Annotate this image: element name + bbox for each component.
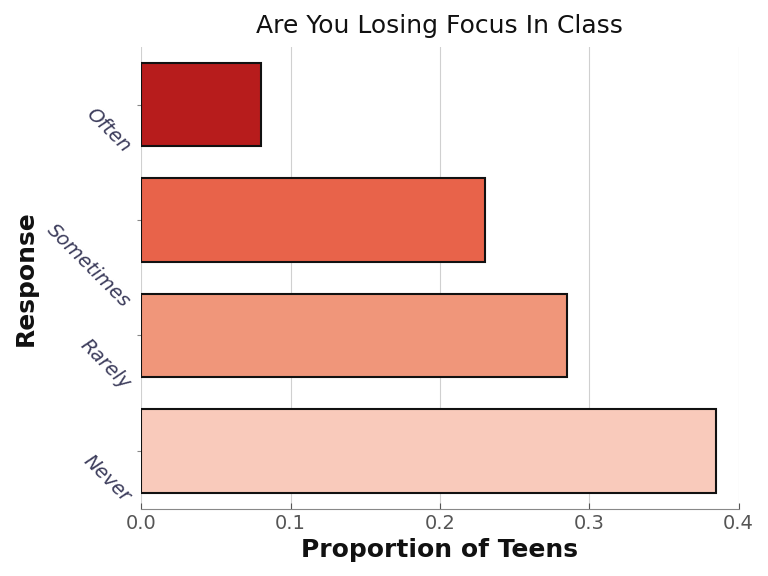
Y-axis label: Response: Response bbox=[14, 210, 38, 346]
Title: Are You Losing Focus In Class: Are You Losing Focus In Class bbox=[257, 14, 624, 38]
X-axis label: Proportion of Teens: Proportion of Teens bbox=[301, 538, 578, 562]
Bar bbox=[141, 179, 485, 262]
Bar bbox=[141, 294, 567, 377]
Bar bbox=[141, 410, 717, 492]
Bar bbox=[141, 63, 260, 146]
